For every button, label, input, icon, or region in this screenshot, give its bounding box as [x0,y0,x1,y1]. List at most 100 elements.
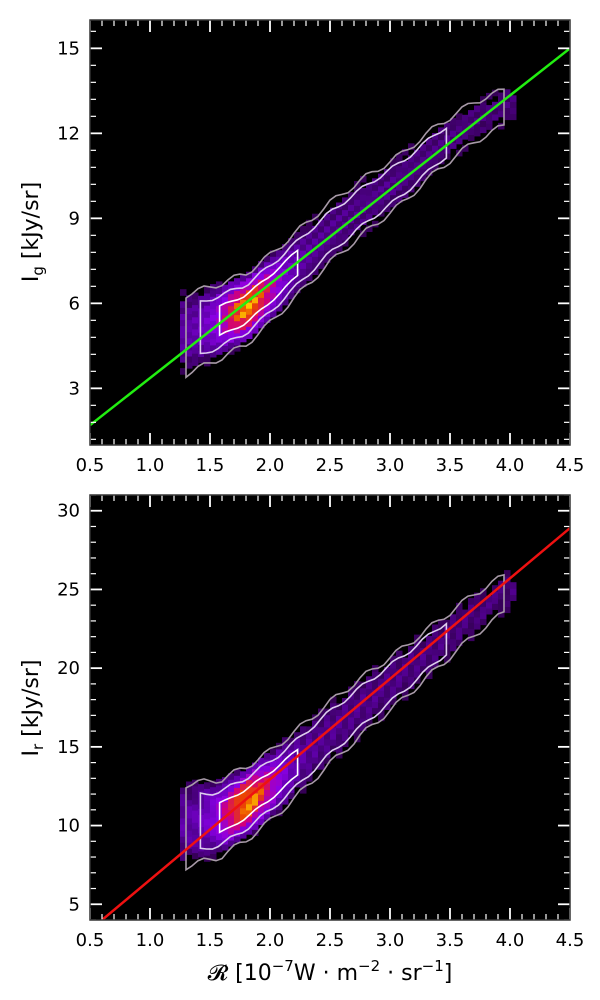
density-cell [474,610,481,618]
density-cell [192,785,199,793]
density-cell [342,722,349,729]
density-cell [300,238,307,245]
density-cell [246,785,253,793]
density-cell [498,110,505,118]
density-cell [222,777,229,784]
density-cell [420,659,427,667]
density-cell [396,171,403,179]
density-cell [264,261,271,269]
density-cell [252,811,259,818]
density-cell [330,702,337,710]
density-cell [222,290,229,298]
density-cell [276,292,283,300]
x-tick-label: 2.0 [256,930,285,951]
density-cell [240,801,247,809]
density-cell [342,209,349,217]
density-cell [312,744,319,752]
density-cell [450,620,457,627]
density-cell [318,231,325,239]
density-cell [240,826,247,833]
density-cell [360,693,367,701]
density-cell [240,299,247,306]
density-cell [294,274,301,282]
density-cell [240,317,247,324]
density-cell [264,273,271,281]
density-cell [282,779,289,787]
density-cell [246,308,253,315]
fit-line-bottom [101,527,570,920]
density-cell [426,660,433,667]
density-cell [366,676,373,683]
density-cell [300,756,307,764]
density-cell [300,762,307,770]
density-cell [282,256,289,263]
density-cell [222,309,229,316]
density-cell [210,817,217,824]
density-cell [234,781,241,788]
density-cell [300,732,307,739]
density-cell [318,757,325,764]
density-cell [498,92,505,100]
density-cell [324,231,331,239]
density-cell [318,219,325,227]
density-cell [366,700,373,708]
density-cell [348,198,355,205]
density-cell [246,277,253,285]
density-cell [240,287,247,294]
density-cell [336,733,343,741]
density-cell [360,706,367,713]
density-cell [420,144,427,151]
density-cell [228,840,235,847]
density-cell [204,812,211,820]
density-cell [192,834,199,841]
density-cell [372,202,379,210]
density-cell [510,582,517,589]
density-cell [438,151,445,159]
density-cell [384,691,391,698]
density-cell [240,813,247,821]
density-cell [366,718,373,726]
density-cell [360,687,367,695]
density-cell [234,805,241,813]
y-tick-label: 9 [69,208,80,229]
density-cell [504,570,511,577]
density-cell [324,256,331,263]
density-cell [432,163,439,170]
density-cell [480,108,487,115]
density-cell [426,144,433,152]
density-cell [204,293,211,300]
density-cell [246,283,253,291]
density-cell [336,721,343,729]
density-cell [282,280,289,288]
density-cell [432,648,439,656]
density-cell [228,299,235,307]
density-cell [204,353,211,361]
density-cell [498,586,505,594]
density-cell [384,168,391,176]
density-cell [354,205,361,212]
density-cell [456,639,463,646]
density-cell [282,798,289,805]
density-cell [252,327,259,334]
density-cell [288,250,295,257]
density-cell [210,344,217,352]
x-tick-label: 4.5 [556,455,585,476]
density-cell [294,286,301,294]
density-cell [432,660,439,668]
density-cell [240,274,247,282]
density-cell [384,175,391,182]
density-cell [222,783,229,790]
density-cell [456,125,463,133]
density-cell [252,272,259,279]
density-cell [318,238,325,245]
density-cell [240,305,247,312]
density-cell [336,214,343,222]
density-cell [420,162,427,169]
density-cell [186,805,193,813]
density-cell [180,319,187,327]
x-tick-label: 4.0 [496,455,525,476]
density-cell [204,788,211,795]
density-cell [228,293,235,301]
density-cell [312,720,319,728]
density-cell [462,621,469,629]
